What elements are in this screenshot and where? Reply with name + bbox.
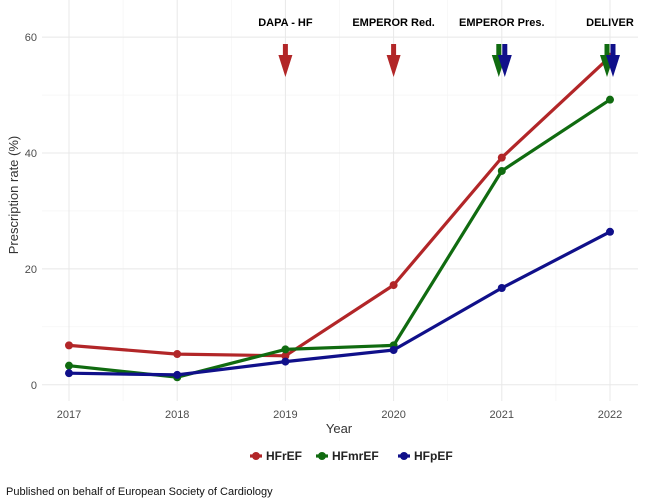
annotation-label: EMPEROR Red. [352,17,435,29]
y-tick-label: 60 [25,32,37,44]
y-tick-label: 0 [31,380,37,392]
data-point-hfmref [65,361,73,370]
annotation-label: DAPA - HF [258,17,313,29]
annotation-label: DELIVER [586,17,634,29]
annotation-arrow [497,44,512,77]
annotation-arrow [606,44,620,77]
legend-label-hfref: HFrEF [266,449,302,463]
grid [42,0,638,401]
data-point-hfref [173,350,182,359]
annotation-arrow [278,44,293,77]
annotation-arrow [600,44,614,77]
data-point-hfref [389,281,398,290]
data-point-hfpef [65,369,73,378]
y-tick-label: 40 [25,148,37,160]
legend-label-hfpef: HFpEF [414,449,453,463]
legend: HFrEF HFmrEF HFpEF [250,449,453,463]
data-point-hfpef [497,284,506,293]
annotation-arrow [386,44,401,77]
y-tick-label: 20 [25,264,37,276]
x-axis-title: Year [326,421,353,436]
y-axis-title: Prescription rate (%) [6,136,21,254]
annotation-arrow [491,44,506,77]
series-line-hfref [67,55,612,358]
x-tick-label: 2018 [165,409,189,421]
legend-label-hfmref: HFmrEF [332,449,379,463]
data-point-hfmref [281,345,290,354]
x-tick-label: 2020 [381,409,405,421]
data-point-hfpef [389,346,398,355]
x-tick-label: 2017 [57,409,81,421]
data-point-hfref [281,351,290,360]
legend-marker-hfmref [318,452,326,460]
data-point-hfref [65,341,73,350]
annotation-label: EMPEROR Pres. [459,17,545,29]
series-layer [65,52,614,382]
annotation-layer: DAPA - HF EMPEROR Red. EMPEROR Pres. DELIVE… [258,17,634,77]
x-tick-label: 2021 [490,409,514,421]
x-tick-label: 2022 [598,409,622,421]
legend-marker-hfpef [400,452,408,460]
data-point-hfmref [497,166,506,175]
data-point-hfpef [281,357,290,366]
x-tick-label: 2019 [273,409,297,421]
series-line-hfpef [67,230,612,377]
data-point-hfref [497,153,506,162]
y-axis-ticks: 0 20 40 60 [25,32,37,392]
footer-credit: Published on behalf of European Society … [6,486,273,498]
x-axis-ticks: 2017 2018 2019 2020 2021 2022 [57,409,622,421]
data-point-hfpef [173,370,182,379]
legend-marker-hfref [252,452,260,460]
chart: 0 20 40 60 2017 2018 2019 2020 2021 2022 Year Pr… [6,0,638,463]
data-point-hfpef [606,227,614,236]
data-point-hfmref [606,95,614,104]
